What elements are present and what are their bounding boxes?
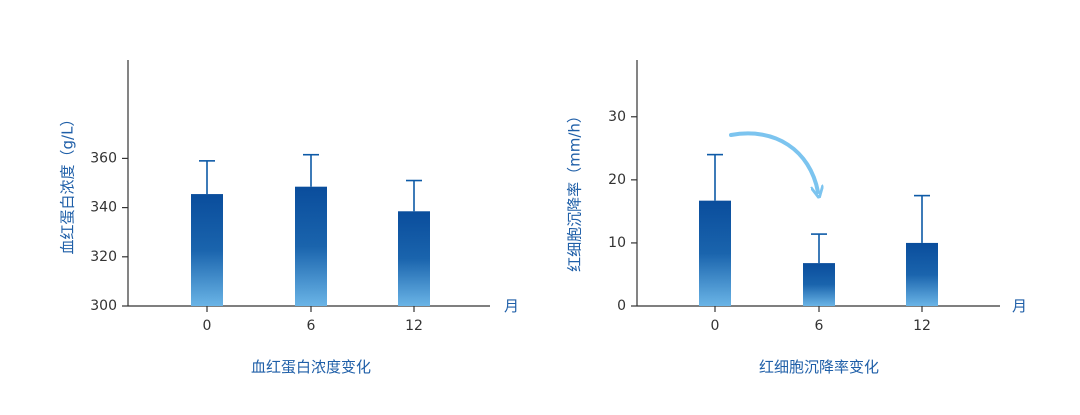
esr-chart: 0 10 20 30 0 6 12 红细胞沉降率（mm/h） 月 红细胞沉降率变化 [566, 60, 1027, 376]
x-unit-label: 月 [1012, 297, 1027, 315]
x-tick-label: 6 [307, 318, 316, 334]
y-tick-label: 320 [90, 249, 117, 265]
y-tick-label: 30 [608, 109, 626, 125]
x-tick-label: 0 [711, 318, 720, 334]
x-tick-label: 6 [815, 318, 824, 334]
bar [295, 186, 327, 306]
bar [906, 242, 938, 306]
bar [191, 194, 223, 306]
x-tick-label: 12 [913, 318, 931, 334]
bar-group [191, 153, 430, 306]
x-ticks: 0 6 12 [203, 306, 423, 334]
bar-group [699, 153, 938, 306]
x-unit-label: 月 [504, 297, 519, 315]
bar [699, 200, 731, 306]
x-tick-label: 0 [203, 318, 212, 334]
bar [803, 263, 835, 306]
y-tick-label: 10 [608, 235, 626, 251]
y-ticks: 0 10 20 30 [608, 109, 637, 314]
y-tick-label: 340 [90, 200, 117, 216]
bar [398, 211, 430, 306]
y-tick-label: 300 [90, 298, 117, 314]
y-tick-label: 20 [608, 172, 626, 188]
y-tick-label: 360 [90, 150, 117, 166]
hemoglobin-chart: 300 320 340 360 0 6 12 血红蛋白浓度（g/L） 月 血红蛋白浓度变化 [59, 60, 519, 376]
y-axis-label: 红细胞沉降率（mm/h） [566, 108, 584, 272]
x-ticks: 0 6 12 [711, 306, 931, 334]
x-tick-label: 12 [405, 318, 423, 334]
curved-arrow-icon [729, 131, 818, 192]
y-axis-label: 血红蛋白浓度（g/L） [59, 112, 77, 255]
y-tick-label: 0 [617, 298, 626, 314]
y-ticks: 300 320 340 360 [90, 150, 128, 314]
chart-caption: 红细胞沉降率变化 [759, 358, 879, 376]
chart-caption: 血红蛋白浓度变化 [251, 358, 371, 376]
